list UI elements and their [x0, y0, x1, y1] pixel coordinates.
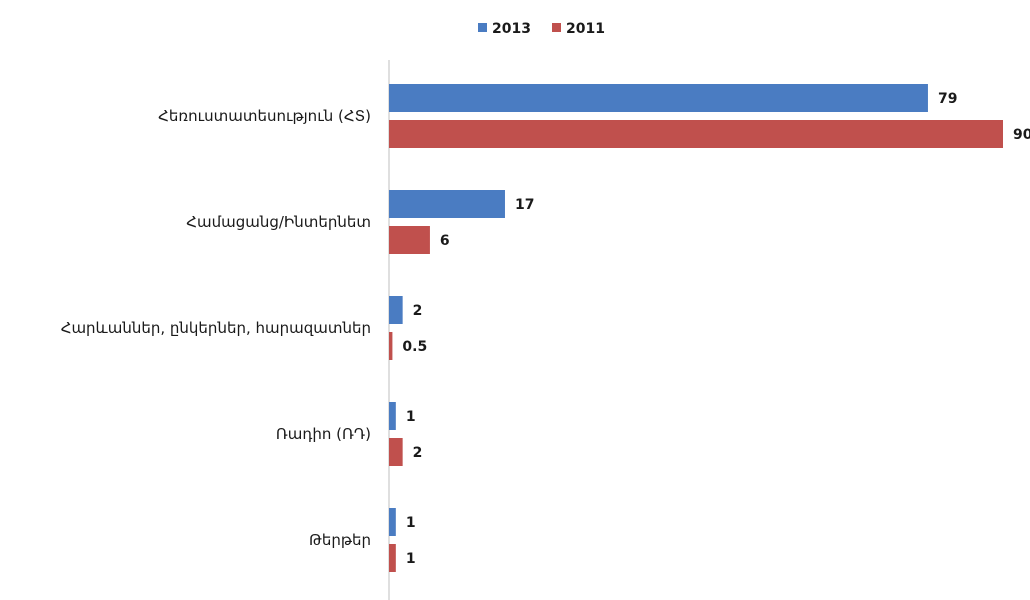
legend-swatch-2013: [478, 23, 487, 32]
bar-2013-1: [389, 84, 928, 112]
value-label: 1: [406, 409, 416, 425]
category-label: Ռադիո (ՌԴ): [276, 425, 371, 443]
category-label: Հարևաններ, ընկերներ, հարազատներ: [61, 319, 371, 337]
value-label: 17: [515, 197, 534, 213]
legend-swatch-2011: [552, 23, 561, 32]
bar-2011-3: [389, 332, 393, 360]
value-label: 2: [413, 303, 423, 319]
legend-label: 2011: [566, 21, 605, 37]
value-label: 90: [1013, 127, 1030, 143]
bar-2013-4: [389, 402, 396, 430]
value-labels: 79 90 17 6 2 0.5 1 2 1 1: [402, 91, 1030, 567]
bar-2011-5: [389, 544, 396, 572]
bar-2011-4: [389, 438, 403, 466]
bars: [389, 84, 1003, 572]
bar-2011-1: [389, 120, 1003, 148]
value-label: 1: [406, 515, 416, 531]
category-label: Հեռուստատեսություն (ՀՏ): [158, 107, 371, 125]
value-label: 79: [938, 91, 957, 107]
category-labels: Հեռուստատեսություն (ՀՏ) Համացանց/Ինտերնետ…: [61, 107, 371, 549]
chart-legend: 2013 2011: [478, 21, 605, 37]
bar-2013-5: [389, 508, 396, 536]
bar-2013-2: [389, 190, 505, 218]
category-label: Համացանց/Ինտերնետ: [186, 213, 371, 231]
bar-2013-3: [389, 296, 403, 324]
bar-2011-2: [389, 226, 430, 254]
value-label: 0.5: [402, 339, 427, 355]
legend-label: 2013: [492, 21, 531, 37]
value-label: 2: [413, 445, 423, 461]
category-label: Թերթեր: [309, 531, 371, 549]
value-label: 1: [406, 551, 416, 567]
value-label: 6: [440, 233, 450, 249]
